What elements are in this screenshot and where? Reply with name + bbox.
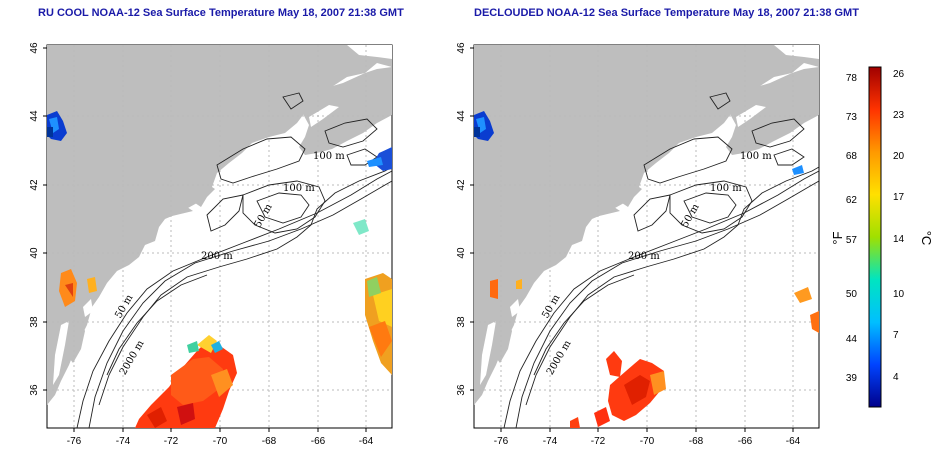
x-tick-label: -66 bbox=[311, 436, 326, 447]
y-tick-label: 46 bbox=[29, 42, 40, 54]
right-grid bbox=[474, 45, 819, 428]
contour-label: 200 m bbox=[628, 251, 660, 262]
colorbar-unit-fahrenheit: °F bbox=[830, 231, 845, 244]
y-tick-label: 36 bbox=[456, 384, 467, 396]
colorbar-celsius-ticks: 26 23 20 17 14 10 7 4 bbox=[893, 69, 905, 383]
left-y-axis bbox=[43, 47, 47, 391]
c-tick-label: 7 bbox=[893, 330, 899, 341]
y-tick-label: 36 bbox=[29, 384, 40, 396]
f-tick-label: 73 bbox=[846, 112, 858, 123]
right-y-axis bbox=[470, 47, 474, 391]
c-tick-label: 23 bbox=[893, 110, 905, 121]
x-tick-label: -70 bbox=[213, 436, 228, 447]
y-tick-label: 38 bbox=[456, 316, 467, 328]
y-tick-label: 38 bbox=[29, 316, 40, 328]
x-tick-label: -74 bbox=[543, 436, 558, 447]
y-tick-label: 40 bbox=[29, 247, 40, 259]
contour-label: 100 m bbox=[283, 183, 315, 194]
x-tick-label: -76 bbox=[494, 436, 509, 447]
c-tick-label: 10 bbox=[893, 289, 905, 300]
left-map-title: RU COOL NOAA-12 Sea Surface Temperature … bbox=[38, 7, 404, 19]
left-grid bbox=[47, 45, 392, 428]
right-map: 100 m 100 m 50 m 200 m 50 m 2000 m -76 -… bbox=[456, 42, 820, 447]
x-tick-label: -68 bbox=[689, 436, 704, 447]
y-tick-label: 40 bbox=[456, 247, 467, 259]
x-tick-label: -76 bbox=[67, 436, 82, 447]
contour-label: 100 m bbox=[313, 151, 345, 162]
y-tick-label: 46 bbox=[456, 42, 467, 54]
colorbar: 78 73 68 62 57 50 44 39 26 23 20 17 14 1… bbox=[830, 66, 934, 408]
contour-label: 100 m bbox=[710, 183, 742, 194]
x-tick-label: -72 bbox=[591, 436, 606, 447]
f-tick-label: 44 bbox=[846, 334, 858, 345]
right-sst-patches bbox=[474, 111, 819, 428]
f-tick-label: 78 bbox=[846, 73, 858, 84]
y-tick-label: 42 bbox=[29, 179, 40, 191]
x-tick-label: -70 bbox=[640, 436, 655, 447]
f-tick-label: 57 bbox=[846, 235, 858, 246]
y-tick-label: 44 bbox=[29, 110, 40, 122]
x-tick-label: -66 bbox=[738, 436, 753, 447]
f-tick-label: 39 bbox=[846, 373, 858, 384]
c-tick-label: 17 bbox=[893, 192, 905, 203]
left-map: 100 m 100 m 50 m 200 m 50 m 2000 m -76 -… bbox=[29, 42, 393, 447]
left-x-axis bbox=[73, 428, 367, 432]
x-tick-label: -64 bbox=[359, 436, 374, 447]
f-tick-label: 68 bbox=[846, 151, 858, 162]
colorbar-fahrenheit-ticks: 78 73 68 62 57 50 44 39 bbox=[846, 73, 858, 384]
c-tick-label: 26 bbox=[893, 69, 905, 80]
left-sst-patches bbox=[47, 111, 392, 428]
y-tick-label: 42 bbox=[456, 179, 467, 191]
c-tick-label: 14 bbox=[893, 234, 905, 245]
x-tick-label: -72 bbox=[164, 436, 179, 447]
f-tick-label: 50 bbox=[846, 289, 858, 300]
right-x-axis bbox=[500, 428, 794, 432]
x-tick-label: -74 bbox=[116, 436, 131, 447]
contour-label: 100 m bbox=[740, 151, 772, 162]
c-tick-label: 4 bbox=[893, 372, 899, 383]
x-tick-label: -64 bbox=[786, 436, 801, 447]
colorbar-unit-celsius: °C bbox=[919, 231, 934, 246]
colorbar-gradient bbox=[868, 66, 882, 408]
x-tick-label: -68 bbox=[262, 436, 277, 447]
y-tick-label: 44 bbox=[456, 110, 467, 122]
right-map-title: DECLOUDED NOAA-12 Sea Surface Temperatur… bbox=[474, 7, 859, 19]
c-tick-label: 20 bbox=[893, 151, 905, 162]
f-tick-label: 62 bbox=[846, 195, 858, 206]
contour-label: 200 m bbox=[201, 251, 233, 262]
